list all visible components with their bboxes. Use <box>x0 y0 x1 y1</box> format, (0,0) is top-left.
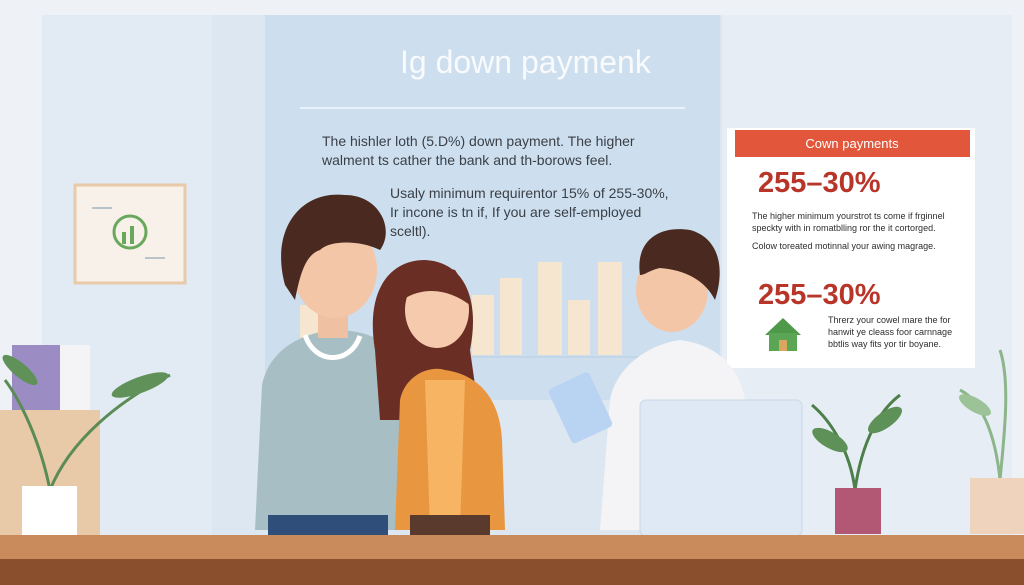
leaf <box>111 372 169 398</box>
text-line: walment ts cather the bank and th-borows… <box>321 152 612 168</box>
text-line: bbtlis way fits yor tir boyane. <box>828 339 941 349</box>
text-line: sceltl). <box>390 223 430 239</box>
collar <box>302 334 363 361</box>
leaf <box>867 406 903 434</box>
text-line: The higher minimum yourstrot ts come if … <box>752 211 945 221</box>
plant-stem <box>959 349 1008 481</box>
woman-skirt <box>410 515 490 535</box>
counter-top <box>0 535 1024 559</box>
book <box>60 345 90 410</box>
leaf <box>2 354 38 386</box>
pot <box>970 478 1024 534</box>
laptop <box>639 399 803 537</box>
house-roof <box>765 318 801 335</box>
text-line: Usaly minimum requirentor 15% of 255-30%… <box>390 185 669 201</box>
picture-icon <box>130 226 134 244</box>
card-figure: 255–30% <box>758 167 881 199</box>
card-header-text: Cown payments <box>805 136 899 151</box>
tablet <box>548 372 613 444</box>
picture-icon <box>122 232 126 244</box>
hair <box>281 194 386 300</box>
text-line: The hishler loth (5.D%) down payment. Th… <box>322 133 635 149</box>
jeans <box>268 515 388 535</box>
card-text: Threrz your cowel mare the for hanwit ye … <box>828 315 952 349</box>
text-line: hanwit ye cleass foor carnnage <box>828 327 952 337</box>
woman-top <box>425 380 465 530</box>
leaf <box>959 394 991 416</box>
leaf <box>812 427 848 453</box>
hair <box>639 229 720 300</box>
text-line: Threrz your cowel mare the for <box>828 315 951 325</box>
card-figure: 255–30% <box>758 279 881 311</box>
card-text: The higher minimum yourstrot ts come if … <box>752 211 945 233</box>
picture-icon <box>112 214 148 250</box>
pot <box>835 488 881 534</box>
house-door <box>779 340 787 351</box>
counter-front <box>0 559 1024 585</box>
woman-fringe <box>402 267 470 305</box>
text-line: speckty with in romatblling ror the it c… <box>752 223 936 233</box>
poster-title: Ig down paymenk <box>400 44 652 80</box>
card-header <box>735 130 970 157</box>
pot <box>22 486 77 536</box>
poster-text: The hishler loth (5.D%) down payment. Th… <box>321 133 669 239</box>
info-card <box>727 128 975 368</box>
text-line: Ir incone is tn if, If you are self-empl… <box>390 204 641 220</box>
card-text: Colow toreated motinnal your awing magra… <box>752 241 936 251</box>
